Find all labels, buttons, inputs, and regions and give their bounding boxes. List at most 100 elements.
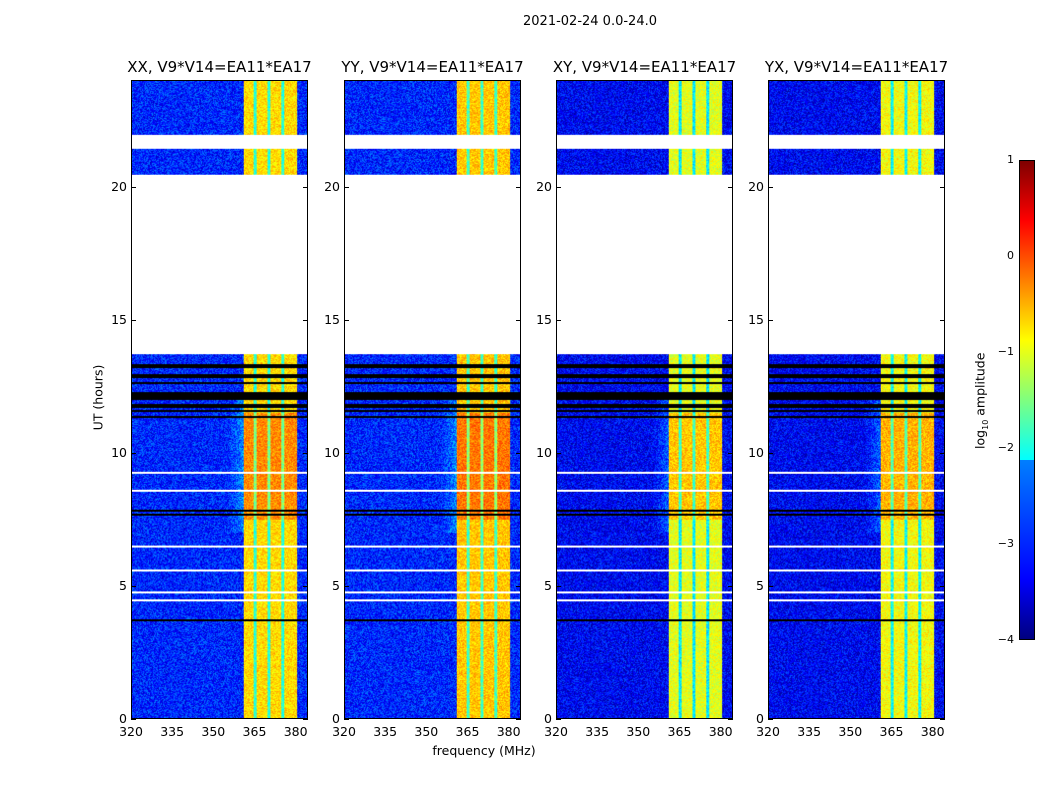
y-tick-label: 15 [111, 311, 127, 327]
colorbar-tick-label: 1 [1007, 153, 1014, 166]
y-tick-label: 15 [324, 311, 340, 327]
y-tick-mark [516, 719, 521, 720]
y-tick-label: 5 [756, 577, 764, 593]
heatmap-2 [345, 81, 520, 718]
y-tick-label: 10 [536, 444, 552, 460]
y-tick-mark [303, 319, 308, 321]
colorbar-tick-label: −2 [997, 441, 1014, 454]
y-tick-mark [344, 186, 349, 188]
panel-3 [556, 80, 733, 719]
y-tick-mark [940, 719, 945, 720]
heatmap-4 [769, 81, 944, 718]
y-tick-mark [303, 585, 308, 587]
colorbar-tick-label: 0 [1007, 249, 1014, 262]
colorbar-tick-label: −4 [997, 633, 1014, 646]
y-tick-mark [728, 719, 733, 720]
y-tick-mark [344, 452, 349, 454]
panel-4 [768, 80, 945, 719]
x-tick-label: 335 [160, 724, 185, 739]
y-tick-label: 5 [332, 577, 340, 593]
y-tick-mark [768, 452, 773, 454]
panel-title: XY, V9*V14=EA11*EA17 [552, 58, 737, 76]
y-tick-mark [131, 319, 136, 321]
x-tick-label: 335 [797, 724, 822, 739]
panel-2 [344, 80, 521, 719]
y-tick-mark [344, 585, 349, 587]
x-tick-label: 350 [201, 724, 226, 739]
y-tick-label: 5 [119, 577, 127, 593]
y-tick-label: 10 [324, 444, 340, 460]
y-tick-label: 0 [544, 711, 552, 726]
x-tick-label: 365 [667, 724, 692, 739]
x-tick-label: 350 [838, 724, 863, 739]
y-tick-label: 20 [111, 178, 127, 194]
x-tick-label: 380 [496, 724, 521, 739]
x-tick-label: 365 [242, 724, 267, 739]
y-tick-mark [728, 186, 733, 188]
y-tick-label: 5 [544, 577, 552, 593]
panel-1 [131, 80, 308, 719]
y-tick-label: 0 [119, 711, 127, 726]
y-tick-label: 15 [536, 311, 552, 327]
y-tick-label: 0 [332, 711, 340, 726]
y-tick-mark [556, 186, 561, 188]
y-tick-mark [516, 186, 521, 188]
panel-title: YX, V9*V14=EA11*EA17 [764, 58, 949, 76]
x-tick-label: 320 [332, 724, 356, 739]
y-tick-mark [556, 585, 561, 587]
y-tick-mark [728, 319, 733, 321]
x-axis-label: frequency (MHz) [432, 743, 536, 758]
x-tick-label: 350 [626, 724, 651, 739]
y-tick-mark [768, 319, 773, 321]
colorbar-label: log10 amplitude [972, 352, 990, 449]
x-tick-label: 320 [544, 724, 568, 739]
x-tick-label: 365 [879, 724, 904, 739]
y-tick-mark [940, 319, 945, 321]
heatmap-3 [557, 81, 732, 718]
colorbar-tick-label: −3 [997, 537, 1014, 550]
x-tick-label: 380 [920, 724, 945, 739]
x-tick-label: 380 [708, 724, 733, 739]
y-tick-mark [940, 585, 945, 587]
y-tick-mark [131, 452, 136, 454]
y-tick-mark [131, 585, 136, 587]
y-tick-mark [728, 585, 733, 587]
y-tick-label: 10 [748, 444, 764, 460]
y-tick-mark [556, 452, 561, 454]
x-tick-label: 335 [585, 724, 610, 739]
y-tick-mark [516, 452, 521, 454]
y-tick-label: 20 [536, 178, 552, 194]
y-tick-mark [556, 719, 561, 720]
y-tick-mark [940, 452, 945, 454]
y-tick-mark [303, 186, 308, 188]
y-axis-label: UT (hours) [90, 364, 106, 431]
y-tick-mark [303, 452, 308, 454]
colorbar [1019, 160, 1035, 640]
x-tick-label: 350 [414, 724, 439, 739]
x-tick-label: 320 [119, 724, 143, 739]
y-tick-label: 0 [756, 711, 764, 726]
y-tick-label: 10 [111, 444, 127, 460]
y-tick-mark [131, 719, 136, 720]
y-tick-mark [728, 452, 733, 454]
y-tick-mark [344, 319, 349, 321]
x-tick-label: 320 [756, 724, 780, 739]
colorbar-tick-label: −1 [997, 345, 1014, 358]
y-tick-mark [516, 319, 521, 321]
panel-title: XX, V9*V14=EA11*EA17 [127, 58, 312, 76]
x-tick-label: 365 [455, 724, 480, 739]
y-tick-mark [768, 719, 773, 720]
y-tick-mark [768, 186, 773, 188]
x-tick-label: 335 [373, 724, 398, 739]
y-tick-mark [556, 319, 561, 321]
y-tick-mark [131, 186, 136, 188]
y-tick-label: 15 [748, 311, 764, 327]
x-tick-label: 380 [283, 724, 308, 739]
panel-title: YY, V9*V14=EA11*EA17 [341, 58, 524, 76]
y-tick-mark [768, 585, 773, 587]
heatmap-1 [132, 81, 307, 718]
figure-title: 2021-02-24 0.0-24.0 [523, 14, 657, 29]
y-tick-label: 20 [324, 178, 340, 194]
y-tick-mark [940, 186, 945, 188]
